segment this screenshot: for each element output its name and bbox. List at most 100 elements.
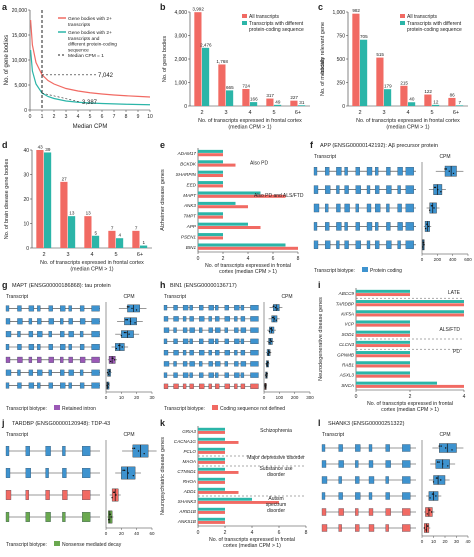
bar xyxy=(290,100,298,106)
data-point xyxy=(273,305,275,307)
data-point xyxy=(108,383,110,385)
transcript-header: Transcript xyxy=(164,294,187,300)
y-tick-label: GRIA3 xyxy=(182,429,196,434)
bar xyxy=(198,497,252,501)
bar xyxy=(226,90,234,106)
bar xyxy=(360,39,368,107)
data-point xyxy=(268,350,270,352)
exon xyxy=(79,382,85,389)
exon xyxy=(250,383,259,390)
legend-swatch xyxy=(54,541,60,546)
exon xyxy=(48,331,52,338)
data-point xyxy=(435,495,437,497)
data-label: 39 xyxy=(45,147,51,152)
exon xyxy=(68,356,73,363)
bar xyxy=(356,340,410,344)
data-point xyxy=(113,359,116,361)
exon xyxy=(37,344,41,350)
data-point xyxy=(121,346,123,348)
exon xyxy=(48,356,54,363)
data-point xyxy=(122,469,124,472)
box xyxy=(439,443,457,453)
data-label: 515 xyxy=(376,52,384,57)
exon xyxy=(5,318,11,325)
exon xyxy=(234,361,239,367)
exon xyxy=(48,382,53,389)
exon xyxy=(344,203,350,213)
data-point xyxy=(128,306,130,308)
legend-swatch xyxy=(54,405,60,410)
exon xyxy=(189,338,193,345)
data-point xyxy=(265,375,268,378)
biotype-label: Transcript biotype: xyxy=(6,542,47,548)
data-point xyxy=(268,330,271,333)
exon xyxy=(45,512,51,522)
exon xyxy=(199,350,205,356)
exon xyxy=(240,316,246,322)
exon xyxy=(173,361,177,367)
exon xyxy=(68,318,73,325)
data-point xyxy=(432,481,435,483)
data-point xyxy=(266,364,268,366)
exon xyxy=(28,331,34,338)
annotation-label: Major depressive disorder xyxy=(247,455,305,461)
bar xyxy=(356,351,410,354)
exon xyxy=(173,327,177,333)
data-point xyxy=(131,307,133,310)
data-point xyxy=(433,207,435,209)
exon xyxy=(405,167,414,176)
annotation-label: disorder xyxy=(267,472,285,478)
data-point xyxy=(440,445,442,447)
bar xyxy=(198,149,223,153)
bar xyxy=(384,89,392,106)
panel-b: b 0 1,000 2,000 3,000 4,000 2 3,992 2,476 3 1,768 6… xyxy=(158,0,316,136)
annotation-line xyxy=(41,92,81,103)
x-axis-label: (median CPM > 1) xyxy=(70,266,113,272)
data-point xyxy=(268,342,270,344)
x-tick-label: 6 xyxy=(278,530,281,536)
exon xyxy=(240,327,247,333)
box xyxy=(429,202,437,214)
data-point xyxy=(445,168,447,170)
data-point xyxy=(265,384,267,386)
data-point xyxy=(425,529,427,531)
exon xyxy=(215,361,221,367)
data-point xyxy=(123,469,126,472)
y-tick-label: RAB1 xyxy=(342,363,354,368)
data-point xyxy=(127,472,129,474)
exon xyxy=(17,331,21,338)
bar xyxy=(198,212,223,216)
cpm-tick-label: 0 xyxy=(105,531,108,536)
exon xyxy=(355,508,359,516)
exon xyxy=(82,490,91,500)
x-tick-label: 4 xyxy=(247,256,250,262)
exon xyxy=(385,444,390,452)
exon xyxy=(60,331,65,338)
bar xyxy=(376,57,384,106)
data-point xyxy=(264,384,266,386)
y-tick-label: BIN1 xyxy=(186,245,197,250)
exon xyxy=(199,361,203,367)
exon xyxy=(208,304,214,311)
exon xyxy=(182,383,187,390)
exon xyxy=(79,369,84,376)
data-label: 40 xyxy=(409,97,415,102)
exon xyxy=(82,512,91,522)
data-point xyxy=(135,309,138,311)
data-point xyxy=(112,357,114,360)
biotype-value: Protein coding xyxy=(370,268,402,274)
data-point xyxy=(426,223,429,225)
bar xyxy=(198,507,225,511)
x-axis-label: cortex (median CPM > 1) xyxy=(219,269,277,275)
cpm-tick-label: 0 xyxy=(105,395,108,400)
data-point xyxy=(267,353,269,355)
bar xyxy=(432,104,440,106)
exon xyxy=(397,167,403,176)
exon xyxy=(313,185,319,194)
x-tick-label: 7 xyxy=(113,114,116,120)
legend-label: All transcripts xyxy=(407,14,438,20)
bar xyxy=(198,181,223,185)
exon xyxy=(28,369,34,376)
data-label: 31 xyxy=(299,100,305,105)
chart-h: h BIN1 (ENSG00000136717) Transcript CPM 0 100… xyxy=(160,280,314,412)
